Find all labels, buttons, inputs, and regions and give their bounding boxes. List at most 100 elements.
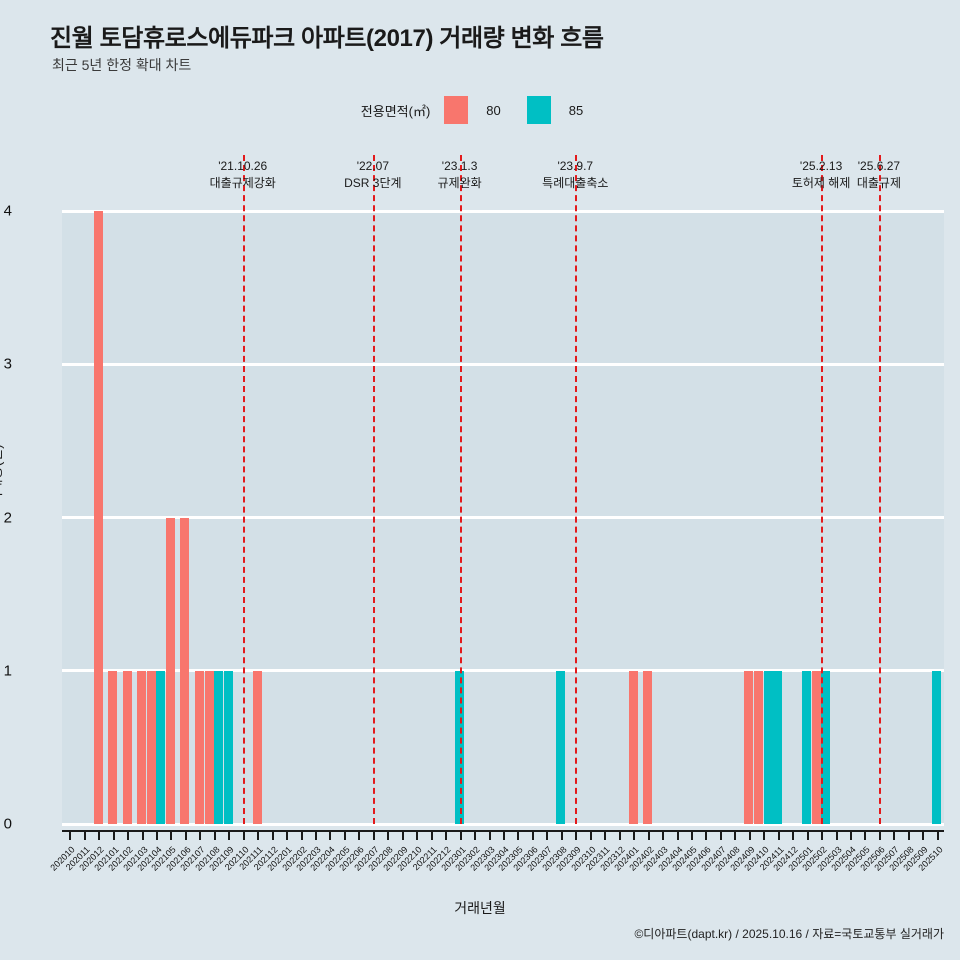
x-axis-tick-mark bbox=[213, 832, 216, 840]
x-axis-tick-mark bbox=[474, 832, 477, 840]
x-axis-tick-mark bbox=[850, 832, 853, 840]
bar bbox=[556, 670, 566, 824]
gridline bbox=[62, 669, 944, 673]
bar bbox=[165, 517, 175, 824]
x-axis-tick-mark bbox=[806, 832, 809, 840]
bar bbox=[146, 670, 156, 824]
legend-label-80: 80 bbox=[486, 102, 501, 118]
x-axis-tick-mark bbox=[98, 832, 101, 840]
event-annotation: '25.2.13 토허제 해제 bbox=[792, 158, 851, 192]
x-axis-tick-mark bbox=[69, 832, 72, 840]
x-axis-tick-mark bbox=[112, 832, 115, 840]
event-annotation: '21.10.26 대출규제강화 bbox=[210, 158, 276, 192]
gridline bbox=[62, 209, 944, 213]
bar bbox=[763, 670, 773, 824]
event-marker-line bbox=[878, 155, 881, 824]
x-axis-tick-mark bbox=[372, 832, 375, 840]
event-annotation-date: '23.9.7 bbox=[557, 159, 594, 173]
bar bbox=[137, 670, 147, 824]
bar bbox=[223, 670, 233, 824]
x-axis-tick-mark bbox=[155, 832, 158, 840]
y-axis-label: 거래량(건) bbox=[0, 444, 4, 505]
bar bbox=[754, 670, 763, 824]
event-annotation-date: '22.07 bbox=[356, 159, 390, 173]
x-axis-tick-mark bbox=[127, 832, 130, 840]
bar bbox=[156, 670, 166, 824]
x-axis-tick-mark bbox=[315, 832, 318, 840]
x-axis-tick-mark bbox=[401, 832, 404, 840]
legend-label-85: 85 bbox=[568, 102, 584, 118]
gridline bbox=[62, 362, 944, 366]
y-axis-tick-label: 1 bbox=[3, 662, 12, 680]
x-axis-tick-mark bbox=[618, 832, 621, 840]
bar bbox=[811, 670, 821, 824]
x-axis-tick-mark bbox=[170, 832, 173, 840]
x-axis-tick-mark bbox=[763, 832, 766, 840]
x-axis-tick-mark bbox=[430, 832, 433, 840]
x-axis-tick-mark bbox=[792, 832, 795, 840]
x-axis-tick-mark bbox=[343, 832, 346, 840]
bar bbox=[108, 670, 118, 824]
bar bbox=[821, 670, 831, 824]
event-annotation-date: '25.2.13 bbox=[799, 159, 843, 173]
y-axis-tick-label: 2 bbox=[3, 509, 12, 526]
event-annotation-text: 특례대출축소 bbox=[542, 176, 609, 190]
x-axis-line bbox=[62, 830, 944, 832]
page-subtitle: 최근 5년 한정 확대 차트 bbox=[52, 57, 192, 73]
gridline bbox=[62, 822, 944, 826]
gridline bbox=[62, 516, 944, 519]
x-axis-tick-mark bbox=[531, 832, 534, 840]
x-axis-tick-mark bbox=[734, 832, 737, 840]
bar bbox=[744, 670, 754, 824]
bar bbox=[773, 670, 783, 824]
x-axis-tick-mark bbox=[878, 832, 881, 840]
x-axis-tick-mark bbox=[748, 832, 751, 840]
event-annotation-text: 대출규제 bbox=[856, 176, 902, 190]
bar bbox=[932, 670, 942, 824]
event-marker-line bbox=[459, 155, 462, 824]
y-axis-tick-label: 3 bbox=[3, 355, 12, 373]
event-annotation-date: '25.6.27 bbox=[857, 159, 901, 173]
event-annotation: '23.9.7 특례대출축소 bbox=[542, 158, 608, 192]
plot-area bbox=[62, 155, 944, 826]
x-axis-tick-mark bbox=[184, 832, 187, 840]
x-axis-tick-mark bbox=[387, 832, 390, 840]
event-annotation-text: 대출규제강화 bbox=[209, 176, 276, 190]
x-axis-tick-mark bbox=[199, 832, 202, 840]
x-axis-tick-mark bbox=[777, 832, 780, 840]
x-axis-tick-mark bbox=[705, 832, 708, 840]
x-axis-tick-mark bbox=[416, 832, 419, 840]
x-axis-tick-mark bbox=[503, 832, 505, 840]
event-annotation: '22.07 DSR 3단계 bbox=[344, 158, 401, 192]
event-marker-line bbox=[242, 155, 245, 824]
x-axis-tick-mark bbox=[821, 832, 824, 840]
y-axis-tick-label: 4 bbox=[3, 202, 12, 220]
bar bbox=[252, 670, 262, 824]
event-marker-line bbox=[372, 155, 375, 824]
event-annotation-text: 토허제 해제 bbox=[791, 176, 851, 190]
bar bbox=[802, 670, 812, 824]
event-marker-line bbox=[575, 155, 578, 824]
x-axis-tick-mark bbox=[864, 832, 867, 840]
x-axis-tick-mark bbox=[633, 832, 636, 840]
x-axis-label: 거래년월 bbox=[454, 900, 506, 916]
x-axis-tick-mark bbox=[546, 832, 549, 840]
footer-credit: ©디아파트(dapt.kr) / 2025.10.16 / 자료=국토교통부 실… bbox=[634, 927, 944, 941]
x-axis-tick-mark bbox=[589, 832, 592, 840]
bar bbox=[204, 670, 214, 824]
bar bbox=[643, 670, 653, 824]
x-axis-tick-mark bbox=[575, 832, 578, 840]
x-axis-tick-mark bbox=[560, 832, 563, 840]
legend-swatch-85 bbox=[526, 96, 551, 124]
bar bbox=[122, 670, 132, 824]
x-axis-tick-mark bbox=[271, 832, 274, 840]
legend-swatch-80 bbox=[444, 96, 469, 124]
x-axis-tick-mark bbox=[676, 832, 679, 840]
x-axis-tick-mark bbox=[83, 832, 86, 840]
bar bbox=[93, 211, 103, 824]
x-axis-tick-mark bbox=[358, 832, 361, 840]
x-axis-tick-mark bbox=[719, 832, 722, 840]
x-axis-tick-mark bbox=[936, 832, 939, 840]
event-annotation-date: '23.1.3 bbox=[441, 159, 478, 173]
